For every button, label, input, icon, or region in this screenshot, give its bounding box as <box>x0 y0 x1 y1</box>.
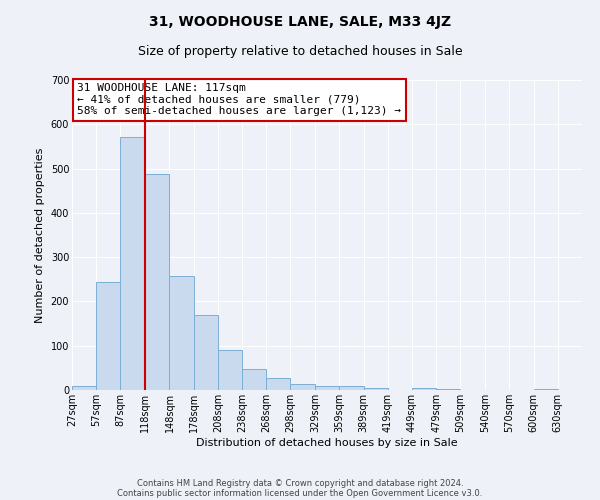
Bar <box>316 386 340 390</box>
Bar <box>266 378 290 390</box>
Bar <box>533 388 558 390</box>
Bar <box>145 174 169 390</box>
Y-axis label: Number of detached properties: Number of detached properties <box>35 148 45 322</box>
Bar <box>340 386 364 390</box>
Text: Contains HM Land Registry data © Crown copyright and database right 2024.: Contains HM Land Registry data © Crown c… <box>137 478 463 488</box>
Bar <box>194 314 218 390</box>
Text: Contains public sector information licensed under the Open Government Licence v3: Contains public sector information licen… <box>118 488 482 498</box>
X-axis label: Distribution of detached houses by size in Sale: Distribution of detached houses by size … <box>196 438 458 448</box>
Bar <box>412 388 436 390</box>
Bar <box>169 276 194 390</box>
Text: Size of property relative to detached houses in Sale: Size of property relative to detached ho… <box>137 45 463 58</box>
Bar <box>364 388 388 390</box>
Bar <box>121 136 145 390</box>
Bar <box>290 384 316 390</box>
Text: 31, WOODHOUSE LANE, SALE, M33 4JZ: 31, WOODHOUSE LANE, SALE, M33 4JZ <box>149 15 451 29</box>
Bar <box>72 386 96 390</box>
Text: 31 WOODHOUSE LANE: 117sqm
← 41% of detached houses are smaller (779)
58% of semi: 31 WOODHOUSE LANE: 117sqm ← 41% of detac… <box>77 83 401 116</box>
Bar <box>96 282 121 390</box>
Bar <box>242 368 266 390</box>
Bar <box>218 350 242 390</box>
Bar <box>436 389 460 390</box>
